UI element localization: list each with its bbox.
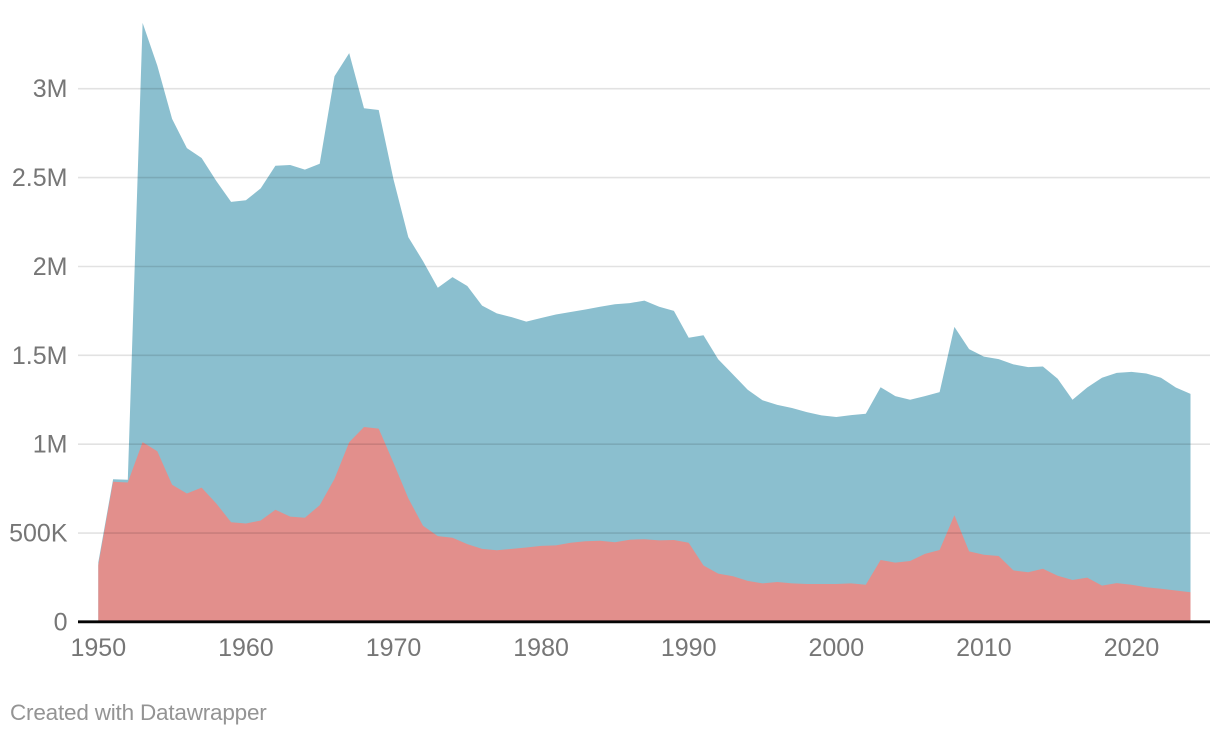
svg-text:2000: 2000: [808, 634, 864, 662]
svg-text:1M: 1M: [33, 431, 68, 459]
svg-text:1980: 1980: [513, 634, 569, 662]
svg-text:1.5M: 1.5M: [12, 342, 68, 370]
svg-text:1990: 1990: [661, 634, 717, 662]
svg-text:2.5M: 2.5M: [12, 164, 68, 192]
svg-text:500K: 500K: [9, 520, 68, 548]
svg-text:1950: 1950: [70, 634, 126, 662]
svg-text:1970: 1970: [366, 634, 422, 662]
svg-text:2010: 2010: [956, 634, 1012, 662]
svg-text:2M: 2M: [33, 253, 68, 281]
svg-text:3M: 3M: [33, 75, 68, 103]
svg-text:0: 0: [54, 609, 68, 637]
svg-text:2020: 2020: [1104, 634, 1160, 662]
svg-text:Created with Datawrapper: Created with Datawrapper: [10, 700, 267, 725]
svg-text:1960: 1960: [218, 634, 274, 662]
